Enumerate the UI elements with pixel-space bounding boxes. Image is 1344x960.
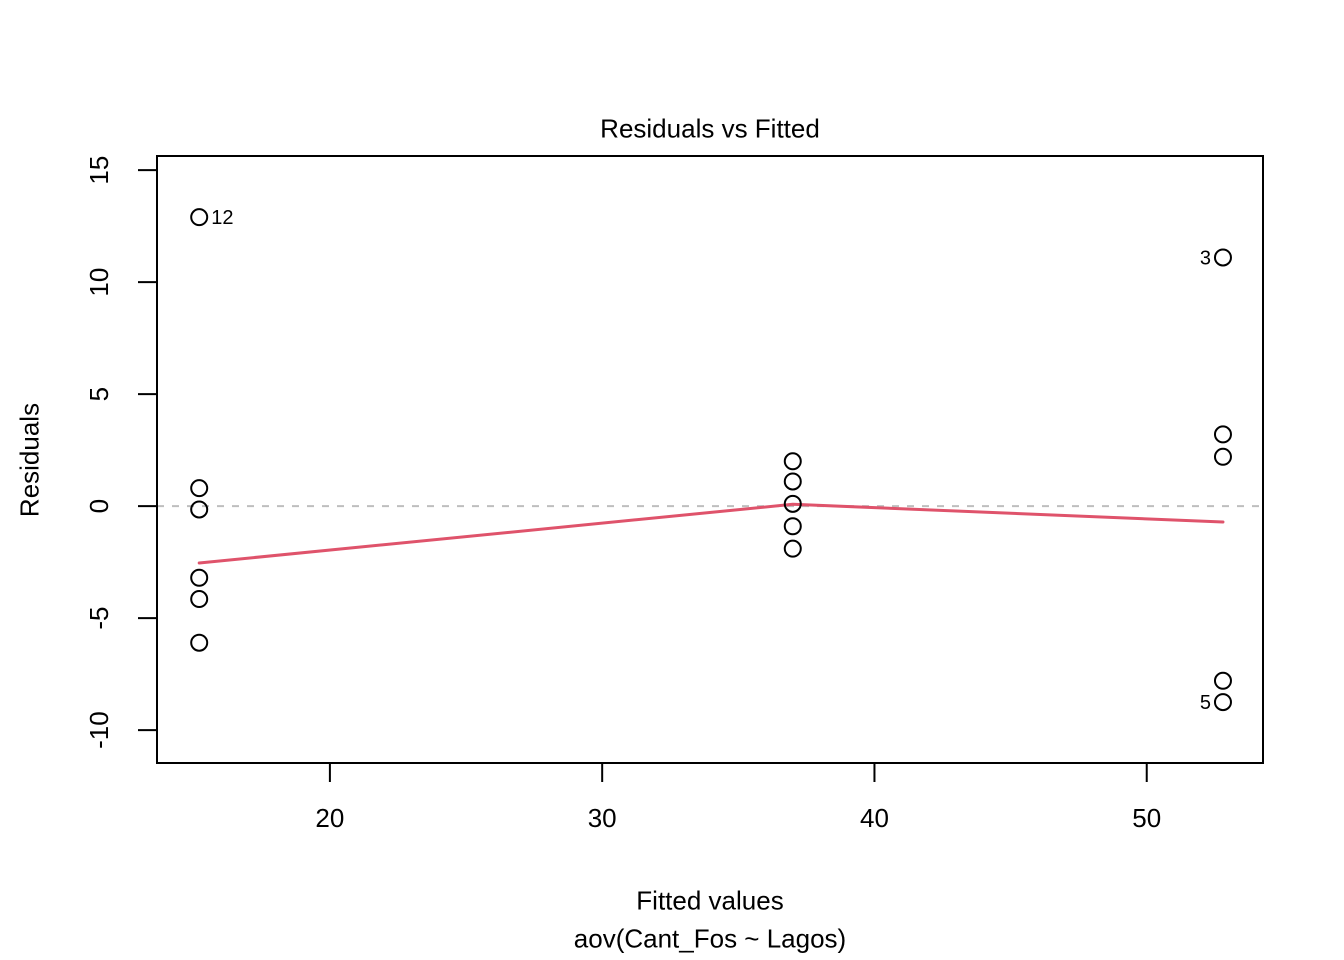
chart-title: Residuals vs Fitted [600, 113, 820, 144]
data-point [783, 517, 802, 536]
data-point [190, 568, 209, 587]
y-tick-label: 15 [84, 156, 114, 185]
data-point [783, 472, 802, 491]
plot-frame [156, 155, 1264, 764]
data-point [783, 539, 802, 558]
point-label: 3 [1200, 247, 1211, 269]
x-tick-label: 20 [315, 803, 344, 833]
data-point [783, 452, 802, 471]
x-tick-label: 40 [860, 803, 889, 833]
x-axis-model-label: aov(Cant_Fos ~ Lagos) [573, 923, 847, 954]
y-tick-label: 5 [84, 387, 114, 401]
smooth-line [197, 502, 1225, 565]
data-point [1213, 671, 1232, 690]
data-point [1213, 425, 1232, 444]
y-tick-label: -10 [84, 711, 114, 749]
y-tick-label: 0 [84, 499, 114, 513]
data-point [190, 590, 209, 609]
point-label: 12 [211, 207, 233, 229]
data-point [1213, 447, 1232, 466]
data-point [190, 479, 209, 498]
x-tick-label: 30 [588, 803, 617, 833]
data-point [190, 500, 209, 519]
y-tick-label: -5 [84, 607, 114, 630]
data-point [1213, 248, 1232, 267]
data-point [783, 494, 802, 513]
x-tick-label: 50 [1132, 803, 1161, 833]
data-point [1213, 693, 1232, 712]
x-axis-title: Fitted values [636, 885, 784, 916]
data-point [190, 208, 209, 227]
data-point [190, 633, 209, 652]
y-tick-label: 10 [84, 268, 114, 297]
point-label: 5 [1200, 692, 1211, 714]
